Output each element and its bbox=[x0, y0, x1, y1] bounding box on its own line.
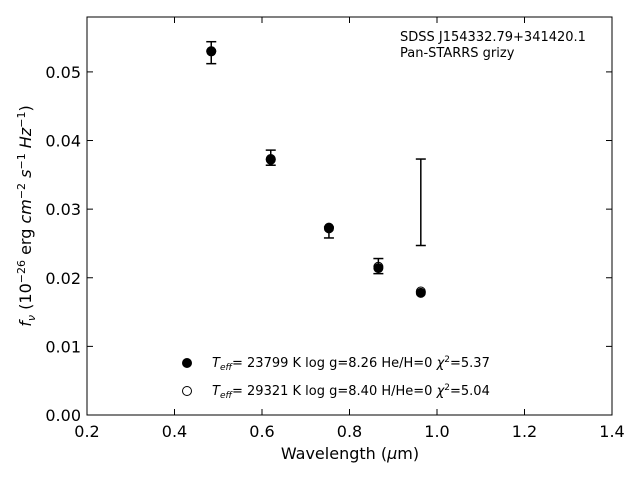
x-tick-label: 1.4 bbox=[599, 422, 624, 441]
annotation-survey: Pan-STARRS grizy bbox=[400, 46, 515, 61]
legend: Teff= 23799 K log g=8.26 He/H=0 χ2=5.37 … bbox=[182, 355, 490, 401]
x-tick-label: 1.0 bbox=[424, 422, 449, 441]
legend-entry-2: Teff= 29321 K log g=8.40 H/He=0 χ2=5.04 bbox=[212, 383, 490, 401]
x-tick-label: 0.6 bbox=[249, 422, 274, 441]
y-tick-label: 0.01 bbox=[45, 337, 81, 356]
x-tick-label: 0.8 bbox=[337, 422, 362, 441]
model-point-open bbox=[415, 286, 426, 297]
legend-marker-filled bbox=[182, 358, 192, 368]
model-point-open bbox=[265, 154, 276, 165]
y-axis-ticks: 0.00 0.01 0.02 0.03 0.04 0.05 bbox=[45, 63, 612, 425]
legend-marker-open bbox=[182, 386, 192, 396]
x-tick-label: 0.2 bbox=[74, 422, 99, 441]
x-tick-label: 1.2 bbox=[512, 422, 537, 441]
model-point-open bbox=[323, 222, 334, 233]
y-tick-label: 0.04 bbox=[45, 132, 81, 151]
legend-entry-1: Teff= 23799 K log g=8.26 He/H=0 χ2=5.37 bbox=[212, 355, 490, 373]
model-point-open bbox=[206, 46, 217, 57]
y-tick-label: 0.00 bbox=[45, 406, 81, 425]
x-axis-ticks: 0.2 0.4 0.6 0.8 1.0 1.2 1.4 bbox=[74, 17, 625, 441]
plot-area bbox=[86, 16, 613, 416]
annotation-object-name: SDSS J154332.79+341420.1 bbox=[400, 30, 586, 45]
y-tick-label: 0.05 bbox=[45, 63, 81, 82]
x-axis-label: Wavelength (μm) bbox=[281, 444, 419, 463]
y-tick-label: 0.03 bbox=[45, 200, 81, 219]
y-tick-label: 0.02 bbox=[45, 269, 81, 288]
model-points bbox=[206, 46, 426, 298]
x-tick-label: 0.4 bbox=[162, 422, 187, 441]
y-axis-label: fν (10−26 erg cm−2 s−1 Hz−1) bbox=[15, 105, 38, 326]
model-point-open bbox=[373, 261, 384, 272]
